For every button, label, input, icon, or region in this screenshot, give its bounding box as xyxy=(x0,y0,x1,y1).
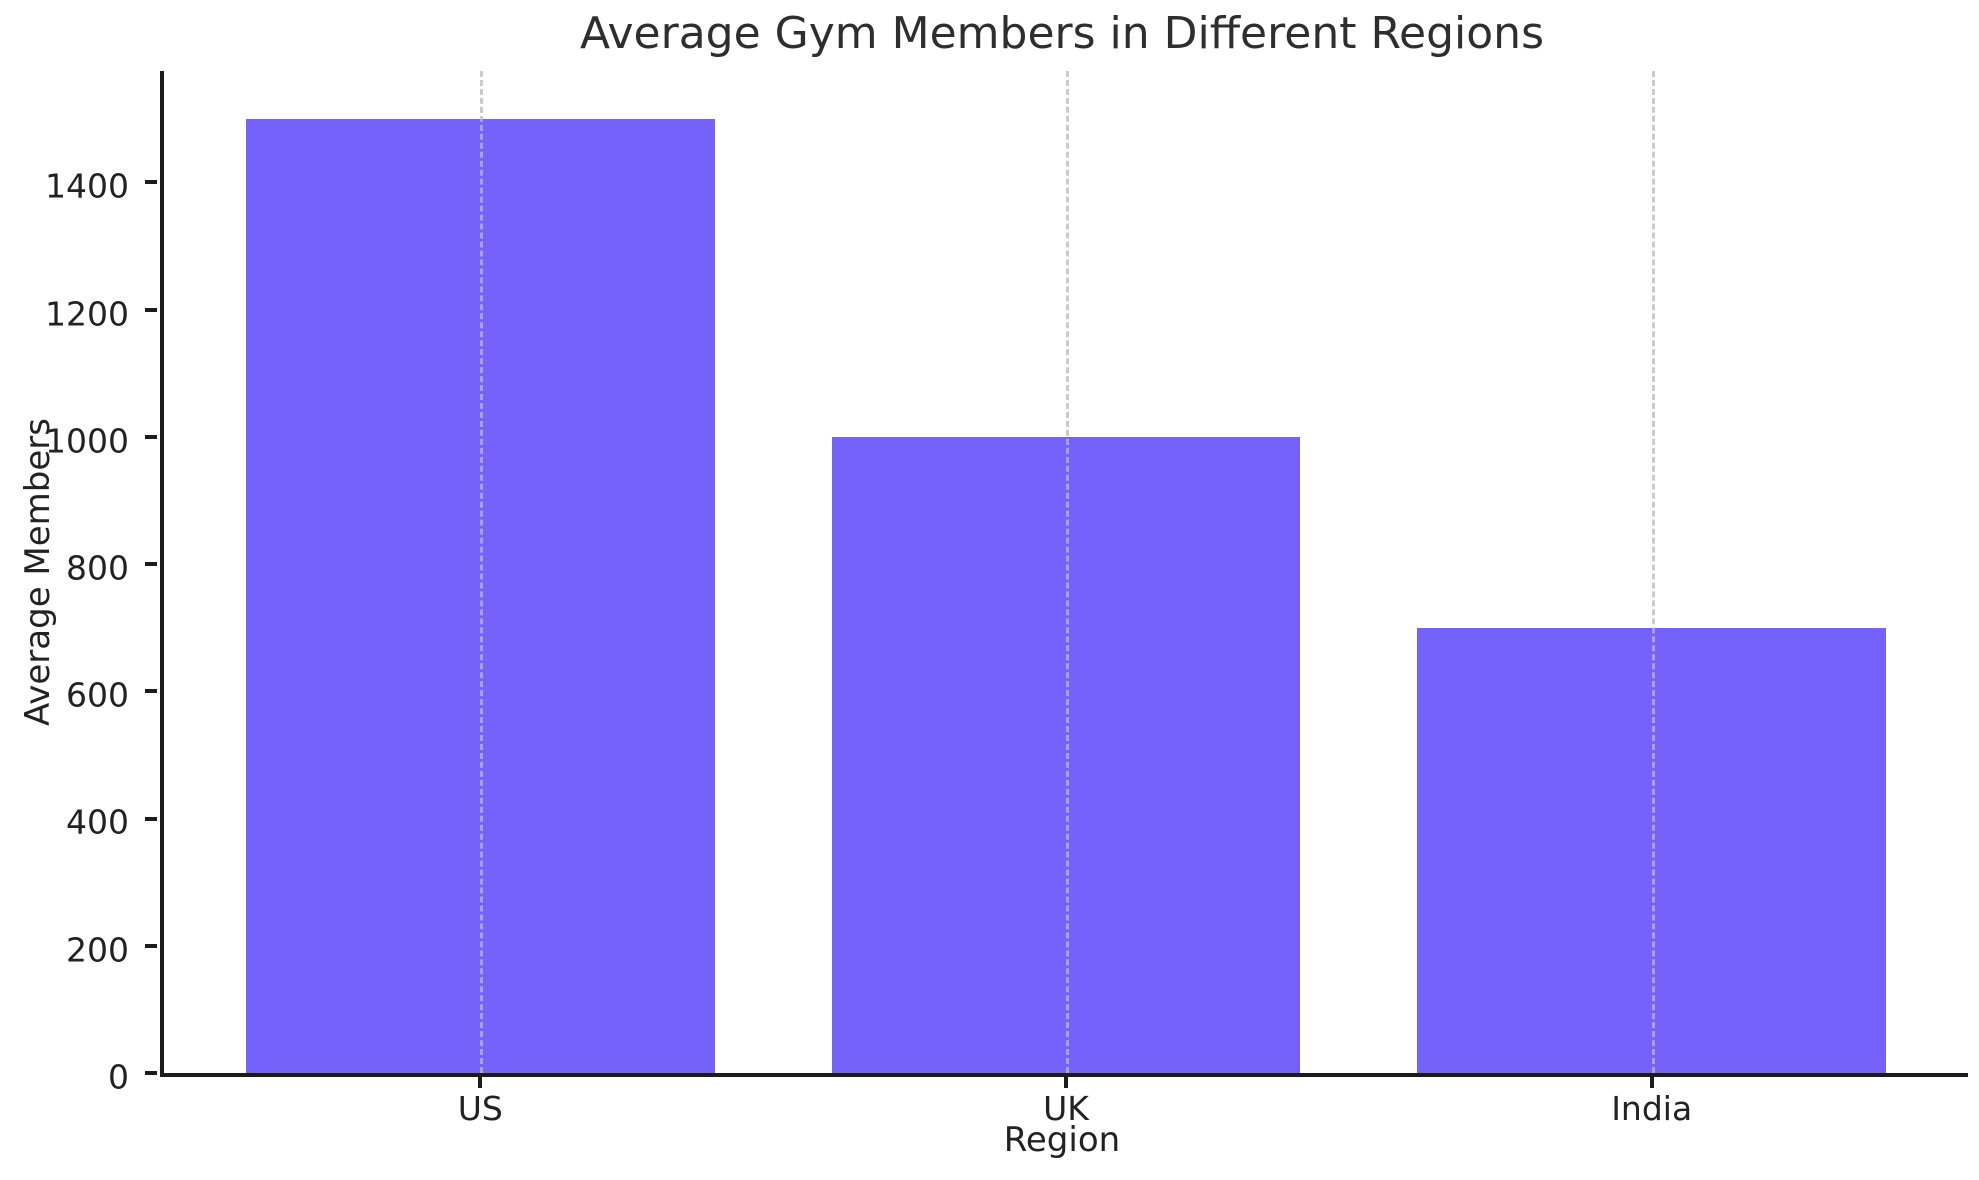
y-tick-label: 1000 xyxy=(45,421,129,461)
y-tick-mark xyxy=(145,1071,157,1075)
y-tick-label: 1200 xyxy=(45,294,129,334)
gridline-us xyxy=(480,71,484,1073)
y-tick-label: 600 xyxy=(66,675,129,715)
y-tick-mark xyxy=(145,689,157,694)
y-tick-label: 400 xyxy=(66,802,129,842)
x-tick-mark xyxy=(478,1077,483,1088)
gridline-india xyxy=(1651,71,1655,1073)
bar-uk xyxy=(831,436,1301,1073)
gridline-uk xyxy=(1066,71,1069,1073)
x-tick-label-uk: UK xyxy=(1043,1089,1089,1128)
x-axis-label: Region xyxy=(1003,1120,1121,1160)
y-tick-mark xyxy=(145,943,157,948)
plot-area: 0 200 400 600 800 1000 1200 1400 US UK India xyxy=(45,71,1968,1128)
x-tick-label-india: India xyxy=(1611,1089,1693,1128)
y-tick-mark xyxy=(145,307,157,312)
y-tick-label: 200 xyxy=(66,930,129,970)
chart-title: Average Gym Members in Different Regions xyxy=(579,8,1544,59)
x-tick-mark xyxy=(1649,1077,1654,1088)
y-tick-mark xyxy=(145,816,157,821)
y-tick-mark xyxy=(145,180,157,185)
y-tick-mark xyxy=(145,562,157,567)
y-tick-label: 1400 xyxy=(45,166,129,206)
x-tick-mark xyxy=(1064,1077,1068,1088)
y-tick-label: 0 xyxy=(108,1057,129,1097)
x-tick-label-us: US xyxy=(457,1089,503,1128)
y-tick-label: 800 xyxy=(66,548,129,588)
y-tick-mark xyxy=(145,434,157,439)
